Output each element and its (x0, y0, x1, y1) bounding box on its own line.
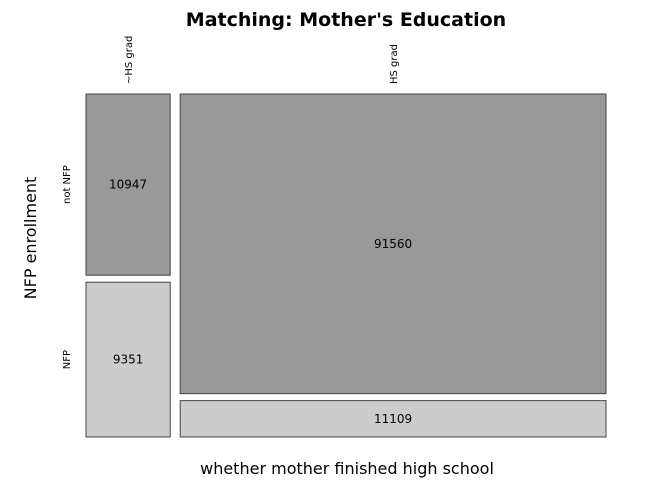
mosaic-cells: 10947 9351 91560 11109 (85, 93, 607, 438)
y-axis-label: NFP enrollment (21, 177, 40, 300)
y-tick-label: NFP (62, 350, 73, 369)
cell-count-label: 11109 (374, 412, 412, 426)
x-axis-label: whether mother finished high school (200, 459, 494, 478)
mosaic-cell (85, 281, 171, 438)
chart-title: Matching: Mother's Education (186, 9, 506, 31)
mosaic-cell (179, 400, 607, 438)
y-tick-label: not NFP (62, 165, 73, 204)
cell-count-label: 10947 (109, 178, 147, 192)
tick-labels: ~HS grad not NFP NFP HS grad (62, 36, 400, 370)
x-tick-label: ~HS grad (124, 36, 135, 84)
mosaic-cell (85, 93, 171, 276)
x-tick-label: HS grad (389, 44, 400, 84)
cell-count-label: 9351 (113, 353, 144, 367)
cell-count-label: 91560 (374, 237, 412, 251)
mosaic-cell (179, 93, 607, 395)
